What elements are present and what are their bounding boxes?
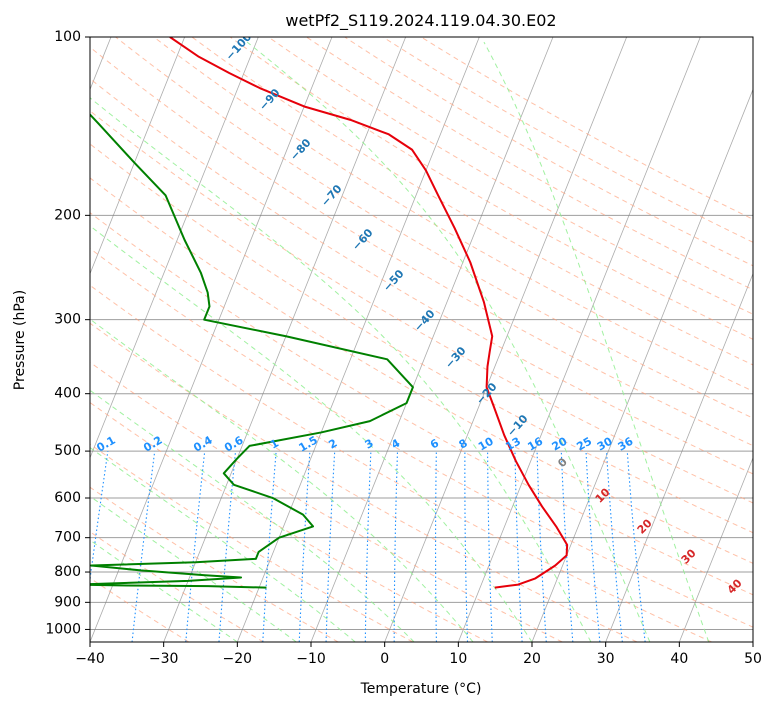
- chart-title: wetPf2_S119.2024.119.04.30.E02: [285, 11, 556, 31]
- moist-adiabat-line: [90, 389, 415, 642]
- mixing-ratio-line: [626, 451, 646, 642]
- mixing-ratio-line: [90, 451, 109, 584]
- y-axis: 100 200 300 400 500 600 700 800 900 1000: [45, 29, 90, 637]
- x-tick-label: 40: [670, 651, 688, 667]
- moist-adiabat-line: [90, 495, 297, 642]
- isotherm-line: [678, 456, 753, 642]
- moist-adiabat-line: [90, 318, 474, 642]
- y-tick-label: 400: [54, 386, 81, 402]
- y-tick-label: 600: [54, 490, 81, 506]
- dry-adiabat-line: [115, 37, 753, 419]
- y-tick-label: 500: [54, 443, 81, 459]
- dry-adiabat-line: [90, 284, 712, 642]
- y-axis-label: Pressure (hPa): [12, 290, 28, 390]
- isotherm-line: [457, 37, 701, 642]
- x-tick-label: 30: [597, 651, 615, 667]
- isotherm-line: [384, 37, 628, 642]
- isotherm-line: [90, 37, 186, 275]
- dry-adiabat-line: [90, 247, 753, 628]
- x-tick-label: −30: [149, 651, 179, 667]
- dry-adiabat-line: [90, 322, 638, 642]
- y-tick-label: 200: [54, 207, 81, 223]
- y-tick-label: 700: [54, 530, 81, 546]
- isotherm-line: [163, 37, 407, 642]
- plot-frame: [89, 36, 754, 643]
- plot-area: [90, 37, 753, 642]
- temperature-profile-line: [169, 37, 569, 589]
- dry-adiabat-line: [90, 361, 563, 642]
- isotherm-line: [605, 272, 753, 642]
- dry-adiabat-line: [90, 78, 753, 475]
- dry-adiabat-line: [90, 212, 753, 596]
- x-tick-label: 20: [523, 651, 541, 667]
- moist-adiabat-line: [90, 225, 533, 642]
- dewpoint-profile-line: [90, 113, 414, 589]
- x-tick-label: −20: [223, 651, 253, 667]
- x-tick-label: 50: [744, 651, 762, 667]
- y-tick-label: 300: [54, 312, 81, 328]
- dry-adiabat-line: [420, 37, 753, 220]
- mixing-ratio-line: [131, 451, 156, 642]
- isotherm-line: [90, 37, 333, 642]
- y-tick-label: 800: [54, 564, 81, 580]
- x-tick-label: −40: [75, 651, 105, 667]
- dry-adiabat-line: [382, 37, 753, 243]
- x-axis: −40 −30 −20 −10 0 10 20 30 40 50: [75, 642, 762, 667]
- x-axis-label: Temperature (°C): [360, 681, 482, 697]
- x-tick-label: −10: [296, 651, 326, 667]
- y-tick-label: 100: [54, 29, 81, 45]
- moist-adiabat-line: [483, 41, 710, 642]
- y-tick-label: 1000: [45, 621, 81, 637]
- dry-adiabat-line: [268, 37, 753, 315]
- moist-adiabat-line: [246, 41, 651, 642]
- dry-adiabat-line: [90, 177, 753, 564]
- dry-adiabat-line: [229, 37, 753, 340]
- moist-adiabat-line: [90, 97, 592, 642]
- x-tick-label: 10: [449, 651, 467, 667]
- dry-adiabat-line: [90, 443, 414, 642]
- isotherm-line: [236, 37, 480, 642]
- x-tick-label: 0: [380, 651, 389, 667]
- isotherm-line: [90, 37, 259, 459]
- dry-adiabat-line: [90, 46, 753, 447]
- y-tick-label: 900: [54, 594, 81, 610]
